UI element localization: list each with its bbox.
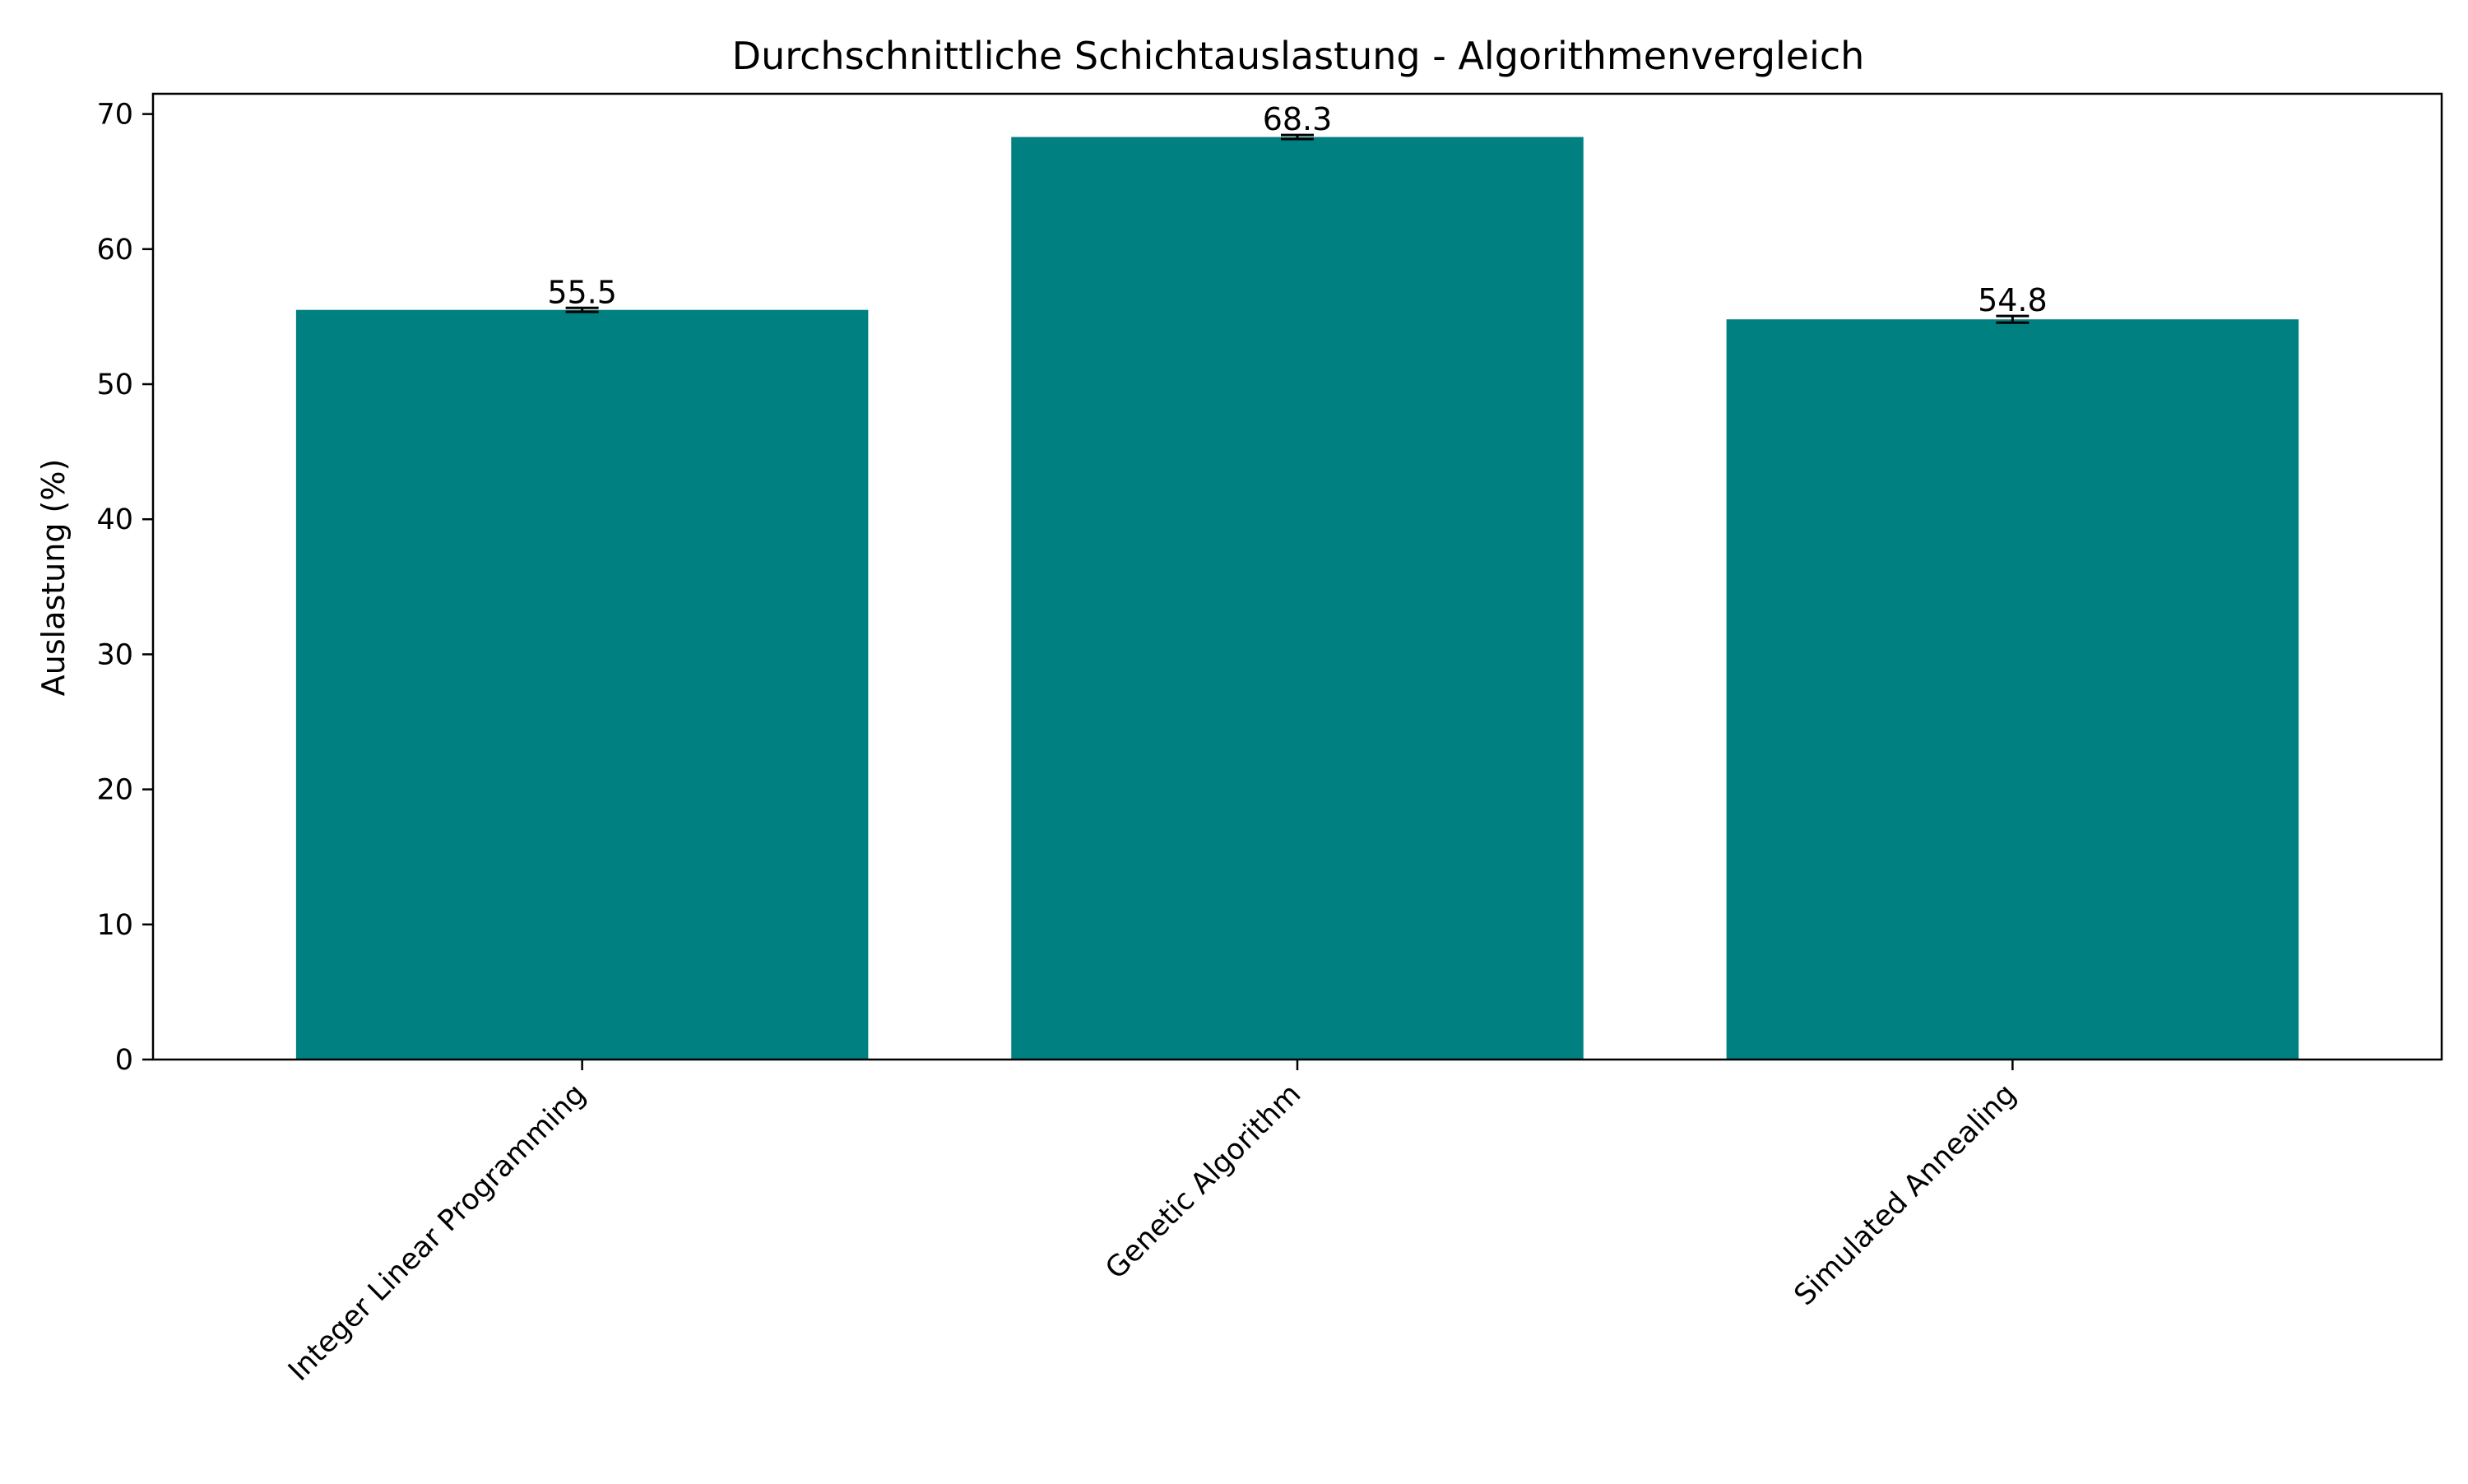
y-tick-label-60: 60 [96,234,133,267]
errorbar-2 [1281,133,1314,141]
errorbars-layer [565,133,2030,324]
y-tick-label-40: 40 [96,503,133,536]
y-axis: 0 10 20 30 40 50 60 70 [96,99,153,1077]
plot-frame [151,92,2443,1061]
x-axis: Integer Linear Programming Genetic Algori… [282,1060,2023,1388]
bars-layer [295,137,2299,1060]
bar-3 [1726,319,2299,1060]
data-label-1: 55.5 [547,274,617,310]
y-tick-label-70: 70 [96,99,133,132]
bar-2 [1011,137,1584,1060]
errorbar-3 [1996,314,2030,324]
chart-title: Durchschnittliche Schichtauslastung - Al… [732,34,1865,78]
data-label-3: 54.8 [1978,282,2048,318]
y-tick-label-50: 50 [96,369,133,401]
x-tick-label-1: Integer Linear Programming [282,1078,592,1388]
bar-1 [295,309,869,1060]
x-tick-label-3: Simulated Annealing [1788,1078,2023,1312]
errorbar-1 [565,306,599,313]
y-tick-label-20: 20 [96,774,133,807]
y-tick-label-30: 30 [96,638,133,671]
y-axis-label: Auslastung (%) [35,459,72,697]
x-tick-label-2: Genetic Algorithm [1099,1078,1307,1286]
y-tick-label-10: 10 [96,909,133,942]
data-label-2: 68.3 [1263,101,1333,137]
y-tick-label-0: 0 [115,1044,133,1077]
data-labels-layer: 55.5 68.3 54.8 [547,101,2047,318]
